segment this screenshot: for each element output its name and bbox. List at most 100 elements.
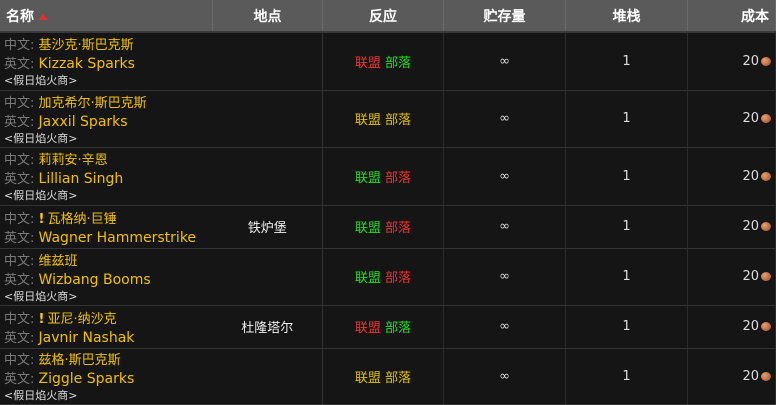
npc-name-zh-link[interactable]: 亚尼·纳沙克: [47, 311, 117, 327]
reaction-cell: 联盟 部落: [322, 90, 444, 148]
npc-name-zh-link[interactable]: 加克希尔·斯巴克斯: [38, 95, 147, 111]
npc-title: <假日焰火商>: [4, 189, 78, 202]
zh-label: 中文:: [4, 311, 35, 327]
reaction-cell: 联盟 部落: [322, 205, 444, 249]
alliance-reaction: 联盟: [354, 113, 381, 128]
location-cell[interactable]: [212, 32, 323, 91]
stack-cell: 1: [565, 90, 688, 148]
horde-reaction: 部落: [384, 321, 411, 336]
name-cell: 中文: ! 瓦格纳·巨锤 英文: Wagner Hammerstrike: [0, 205, 213, 249]
npc-name-en-link[interactable]: Javnir Nashak: [38, 329, 135, 346]
zh-label: 中文:: [4, 95, 35, 111]
table-row: 中文: 基沙克·斯巴克斯 英文: Kizzak Sparks <假日焰火商> 联…: [0, 32, 776, 91]
name-cell: 中文: 兹格·斯巴克斯 英文: Ziggle Sparks <假日焰火商>: [0, 348, 213, 405]
stock-cell: ∞: [443, 205, 566, 249]
copper-coin-icon: [761, 371, 771, 381]
zh-label: 中文:: [4, 211, 35, 227]
table-row: 中文: 兹格·斯巴克斯 英文: Ziggle Sparks <假日焰火商> 联盟…: [0, 348, 776, 405]
stack-cell: 1: [565, 147, 688, 206]
location-cell[interactable]: [212, 248, 323, 306]
location-cell[interactable]: [212, 147, 323, 206]
copper-coin-icon: [761, 272, 771, 281]
header-name[interactable]: 名称: [0, 0, 213, 33]
location-link[interactable]: 杜隆塔尔: [241, 321, 294, 336]
cost-value: 20: [742, 53, 759, 69]
alliance-reaction: 联盟: [354, 271, 381, 286]
horde-reaction: 部落: [384, 170, 411, 186]
reaction-cell: 联盟 部落: [322, 248, 444, 306]
table-row: 中文: 莉莉安·辛恩 英文: Lillian Singh <假日焰火商> 联盟 …: [0, 147, 776, 206]
copper-coin-icon: [761, 114, 771, 123]
npc-name-en-link[interactable]: Jaxxil Sparks: [38, 113, 128, 130]
stock-cell: ∞: [443, 348, 566, 405]
sort-arrow-icon: [38, 13, 48, 20]
zh-label: 中文:: [4, 38, 35, 54]
npc-name-zh-link[interactable]: 莉莉安·辛恩: [38, 153, 108, 168]
zh-label: 中文:: [4, 153, 35, 168]
stack-cell: 1: [565, 305, 688, 349]
copper-coin-icon: [761, 56, 771, 66]
npc-name-en-link[interactable]: Wagner Hammerstrike: [38, 229, 197, 246]
location-cell[interactable]: [212, 90, 323, 148]
cost-cell: 20: [687, 205, 776, 249]
npc-name-en-link[interactable]: Lillian Singh: [38, 171, 124, 187]
cost-cell: 20: [687, 305, 776, 349]
npc-name-zh-link[interactable]: 维兹班: [38, 253, 78, 269]
en-label: 英文:: [4, 372, 35, 387]
header-cost[interactable]: 成本: [687, 0, 776, 33]
stock-cell: ∞: [443, 90, 566, 148]
name-cell: 中文: 莉莉安·辛恩 英文: Lillian Singh <假日焰火商>: [0, 147, 213, 206]
en-label: 英文:: [4, 330, 35, 346]
horde-reaction: 部落: [384, 55, 411, 71]
reaction-cell: 联盟 部落: [322, 305, 444, 349]
name-cell: 中文: 维兹班 英文: Wizbang Booms <假日焰火商>: [0, 248, 213, 306]
npc-name-en-link[interactable]: Wizbang Booms: [38, 271, 151, 288]
npc-name-en-link[interactable]: Kizzak Sparks: [38, 56, 135, 73]
cost-cell: 20: [687, 90, 776, 148]
table-row: 中文: 加克希尔·斯巴克斯 英文: Jaxxil Sparks <假日焰火商> …: [0, 90, 776, 148]
cost-value: 20: [742, 368, 759, 384]
npc-name-zh-link[interactable]: 瓦格纳·巨锤: [47, 211, 117, 227]
location-link[interactable]: 铁炉堡: [247, 221, 287, 236]
header-reaction[interactable]: 反应: [322, 0, 444, 33]
horde-reaction: 部落: [384, 113, 411, 128]
alliance-reaction: 联盟: [354, 221, 381, 236]
header-stack[interactable]: 堆栈: [565, 0, 688, 33]
copper-coin-icon: [761, 222, 771, 231]
name-cell: 中文: 加克希尔·斯巴克斯 英文: Jaxxil Sparks <假日焰火商>: [0, 90, 213, 148]
npc-name-zh-link[interactable]: 兹格·斯巴克斯: [38, 353, 121, 368]
header-location[interactable]: 地点: [212, 0, 323, 33]
alliance-reaction: 联盟: [354, 55, 381, 71]
table-row: 中文: 维兹班 英文: Wizbang Booms <假日焰火商> 联盟 部落 …: [0, 248, 776, 306]
stack-cell: 1: [565, 205, 688, 249]
zh-label: 中文:: [4, 253, 35, 269]
cost-value: 20: [742, 168, 759, 184]
npc-name-en-link[interactable]: Ziggle Sparks: [38, 371, 135, 387]
cost-cell: 20: [687, 248, 776, 306]
cost-cell: 20: [687, 147, 776, 206]
stack-cell: 1: [565, 32, 688, 91]
cost-value: 20: [742, 319, 759, 334]
copper-coin-icon: [761, 322, 771, 331]
horde-reaction: 部落: [384, 370, 411, 386]
name-cell: 中文: ! 亚尼·纳沙克 英文: Javnir Nashak: [0, 305, 213, 349]
name-cell: 中文: 基沙克·斯巴克斯 英文: Kizzak Sparks <假日焰火商>: [0, 32, 213, 91]
cost-value: 20: [742, 111, 759, 126]
alliance-reaction: 联盟: [354, 170, 381, 186]
reaction-cell: 联盟 部落: [322, 32, 444, 91]
location-cell[interactable]: 杜隆塔尔: [212, 305, 323, 349]
table-row: 中文: ! 亚尼·纳沙克 英文: Javnir Nashak 杜隆塔尔 联盟 部落…: [0, 305, 776, 349]
reaction-cell: 联盟 部落: [322, 348, 444, 405]
npc-title: <假日焰火商>: [4, 289, 78, 303]
npc-name-zh-link[interactable]: 基沙克·斯巴克斯: [38, 38, 134, 54]
npc-title: <假日焰火商>: [4, 131, 78, 145]
en-label: 英文:: [4, 230, 35, 246]
location-cell[interactable]: [212, 348, 323, 405]
en-label: 英文:: [4, 114, 35, 130]
header-stock[interactable]: 贮存量: [443, 0, 566, 33]
en-label: 英文:: [4, 272, 35, 288]
stock-cell: ∞: [443, 305, 566, 349]
location-cell[interactable]: 铁炉堡: [212, 205, 323, 249]
npc-title: <假日焰火商>: [4, 74, 78, 88]
